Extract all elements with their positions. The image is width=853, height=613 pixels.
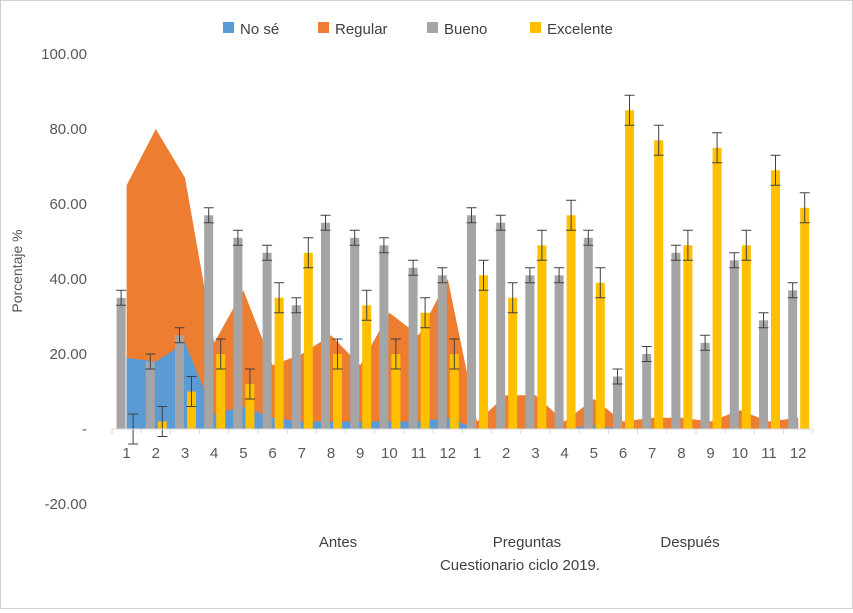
bar-excelente [303, 252, 313, 430]
legend-label: Regular [335, 21, 388, 38]
bar-excelente [420, 312, 430, 430]
bar-bueno [350, 237, 360, 430]
bar-bueno [321, 222, 330, 430]
bar-excelente [537, 245, 547, 430]
bar-bueno [262, 252, 272, 430]
area-regular [126, 129, 799, 429]
x-tick-label: 1 [122, 445, 130, 462]
bar-excelente [771, 170, 780, 430]
bar-excelente [683, 245, 693, 430]
error-bars [116, 94, 810, 445]
bar-excelente [391, 354, 401, 429]
x-tick-label: 4 [560, 445, 568, 462]
bar-bueno [671, 252, 681, 430]
x-tick-label: 4 [210, 445, 218, 462]
bar-excelente [274, 297, 284, 430]
bar-excelente [245, 384, 255, 429]
bar-bueno [759, 320, 768, 430]
bar-excelente [449, 354, 459, 429]
bar-bueno [583, 237, 593, 430]
bar-excelente [800, 207, 810, 430]
bar-excelente [216, 354, 226, 429]
bar-bueno [496, 222, 506, 430]
bar-excelente [479, 275, 488, 430]
bar-excelente [187, 391, 196, 429]
x-tick-label: 3 [531, 445, 539, 462]
bar-bueno [145, 361, 155, 429]
legend: No sé Regular Bueno Excelente [223, 21, 613, 38]
legend-swatch [530, 22, 541, 33]
x-tick-label: 7 [648, 445, 656, 462]
bar-bueno [204, 215, 214, 430]
x-tick-label: 2 [502, 445, 510, 462]
x-tick-label: 7 [298, 445, 306, 462]
x-tick-label: 2 [152, 445, 160, 462]
y-tick-label: 80.00 [49, 121, 87, 138]
legend-label: Excelente [547, 21, 613, 38]
bar-bueno [525, 275, 535, 430]
y-tick-label: 60.00 [49, 196, 87, 213]
x-tick-label: 9 [356, 445, 364, 462]
y-tick-label: - [82, 421, 87, 438]
bar-bueno [729, 260, 739, 430]
bar-bueno [554, 275, 564, 430]
bar-bueno [788, 290, 798, 430]
x-axis-label: Cuestionario ciclo 2019. [440, 557, 600, 574]
x-tick-label: 8 [327, 445, 335, 462]
x-tick-label: 11 [411, 445, 427, 462]
bar-excelente [508, 297, 518, 430]
y-tick-label: 100.00 [41, 46, 87, 63]
group-label: Preguntas [493, 534, 561, 551]
bar-bueno [175, 335, 184, 430]
legend-label: Bueno [444, 21, 487, 38]
bar-bueno [291, 305, 301, 430]
bar-bueno [116, 297, 126, 430]
bar-bueno [233, 237, 243, 430]
bar-excelente [333, 354, 342, 429]
bar-excelente [566, 215, 576, 430]
bar-bueno [613, 376, 622, 429]
x-tick-label: 12 [439, 445, 456, 462]
group-label: Antes [319, 534, 357, 551]
bar-bueno [700, 342, 710, 430]
bar-excelente [595, 282, 605, 430]
y-tick-label: 40.00 [49, 271, 87, 288]
y-tick-label: -20.00 [44, 496, 87, 513]
x-tick-label: 1 [473, 445, 481, 462]
bar-excelente [654, 140, 664, 430]
bar-series [116, 110, 810, 430]
bar-excelente [625, 110, 634, 430]
x-tick-label: 9 [706, 445, 714, 462]
x-tick-label: 11 [761, 445, 777, 462]
x-tick-label: 6 [268, 445, 276, 462]
group-label: Después [660, 534, 719, 551]
bar-bueno [379, 245, 389, 430]
bar-excelente [712, 147, 722, 430]
legend-label: No sé [240, 21, 279, 38]
x-tick-label: 5 [590, 445, 598, 462]
x-tick-label: 12 [790, 445, 807, 462]
x-tick-label: 5 [239, 445, 247, 462]
x-tick-label: 3 [181, 445, 189, 462]
bar-excelente [741, 245, 751, 430]
bar-bueno [437, 275, 447, 430]
bar-bueno [408, 267, 418, 430]
y-tick-label: 20.00 [49, 346, 87, 363]
x-tick-label: 10 [731, 445, 748, 462]
area-series [126, 129, 799, 429]
x-tick-label: 8 [677, 445, 685, 462]
legend-swatch [223, 22, 234, 33]
legend-swatch [318, 22, 329, 33]
bar-excelente [362, 305, 372, 430]
x-tick-label: 6 [619, 445, 627, 462]
bar-bueno [642, 354, 652, 429]
bar-bueno [467, 215, 476, 430]
y-axis-label: Porcentaje % [9, 229, 25, 312]
legend-swatch [427, 22, 438, 33]
x-tick-label: 10 [381, 445, 398, 462]
